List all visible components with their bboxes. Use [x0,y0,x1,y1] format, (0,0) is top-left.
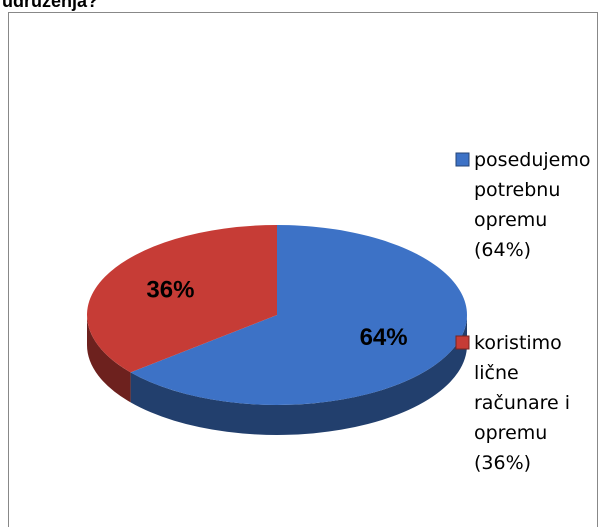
data-label: 64% [360,324,408,351]
legend-swatch [455,152,470,167]
chart-title: udruženja? [2,0,98,11]
legend-entry: posedujemo potrebnu opremu (64%) [474,149,591,261]
legend-entry: koristimo lične računare i opremu (36%) [474,332,571,474]
legend-swatch [455,335,470,350]
slice-side [130,315,467,435]
data-label: 36% [146,277,194,304]
slice-side [87,315,131,403]
slice [87,225,278,373]
legend-label: posedujemo potrebnu opremu (64%) [474,149,591,261]
legend-label: koristimo lične računare i opremu (36%) [474,332,571,474]
slice [130,225,467,406]
